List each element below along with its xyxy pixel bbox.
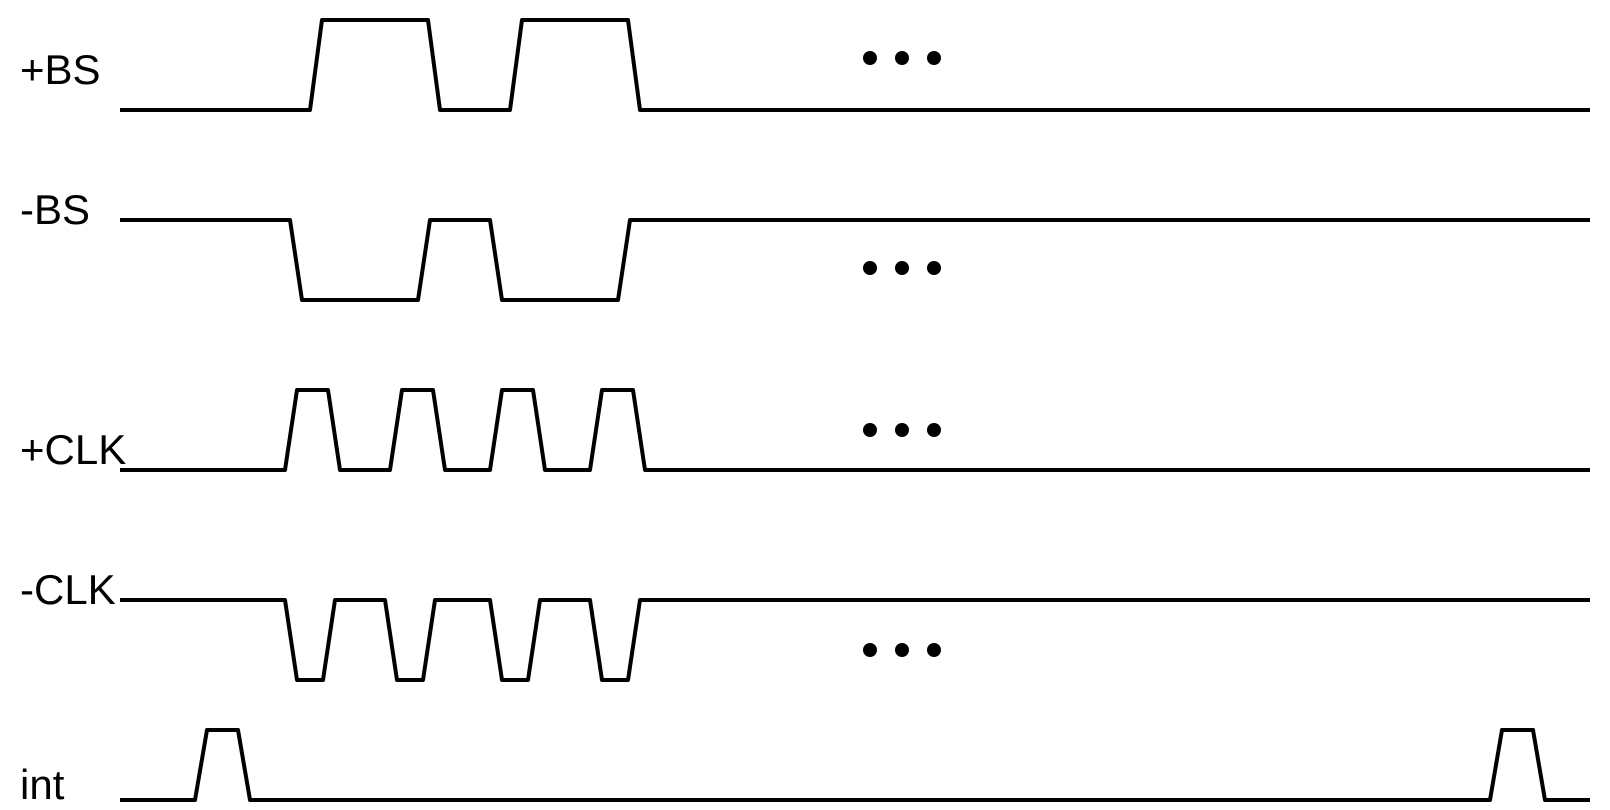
continuation-dot <box>927 643 941 657</box>
continuation-dot <box>895 423 909 437</box>
timing-diagram: +BS -BS +CLK -CLK int <box>0 0 1610 810</box>
signal-label-int: int <box>20 761 64 809</box>
waveform-int <box>120 730 1590 800</box>
continuation-dot <box>927 423 941 437</box>
waveform-clk <box>120 390 1590 470</box>
signal-label-bs: +BS <box>20 46 101 94</box>
continuation-dot <box>863 51 877 65</box>
continuation-dot <box>927 261 941 275</box>
waveform-canvas <box>0 0 1610 810</box>
waveform-bs <box>120 220 1590 300</box>
continuation-dot <box>863 423 877 437</box>
signal-label-clk: +CLK <box>20 426 126 474</box>
continuation-dot <box>927 51 941 65</box>
continuation-dot <box>895 643 909 657</box>
continuation-dot <box>895 261 909 275</box>
continuation-dot <box>863 643 877 657</box>
signal-label-bs: -BS <box>20 186 90 234</box>
continuation-dot <box>863 261 877 275</box>
continuation-dot <box>895 51 909 65</box>
signal-label-clk: -CLK <box>20 566 116 614</box>
waveform-clk <box>120 600 1590 680</box>
waveform-bs <box>120 20 1590 110</box>
